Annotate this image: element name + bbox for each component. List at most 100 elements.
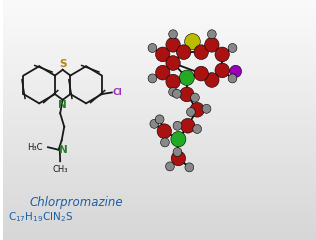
Bar (3, 90, 316, 93)
Bar (3, 156, 316, 159)
Circle shape (179, 87, 194, 102)
Text: Cl: Cl (112, 88, 122, 97)
Circle shape (169, 30, 178, 39)
Bar (3, 102, 316, 105)
Circle shape (185, 163, 194, 172)
Bar (3, 57, 316, 60)
Circle shape (161, 138, 169, 147)
Circle shape (215, 63, 229, 78)
Bar (3, 15, 316, 18)
Circle shape (230, 65, 241, 78)
Circle shape (208, 30, 216, 39)
Bar (3, 108, 316, 111)
Bar (3, 192, 316, 195)
Bar (3, 21, 316, 24)
Circle shape (205, 37, 219, 52)
Bar (3, 42, 316, 45)
Bar (3, 105, 316, 108)
Bar (3, 12, 316, 15)
Circle shape (166, 74, 180, 89)
Bar (3, 153, 316, 156)
Circle shape (228, 74, 237, 83)
Circle shape (166, 37, 180, 52)
Circle shape (166, 56, 180, 70)
Bar (3, 72, 316, 75)
Text: S: S (59, 59, 66, 69)
Circle shape (194, 66, 209, 81)
Circle shape (155, 115, 164, 124)
Bar (3, 48, 316, 51)
Bar (3, 138, 316, 141)
Circle shape (155, 47, 170, 62)
Circle shape (150, 119, 159, 128)
Bar (3, 204, 316, 207)
Circle shape (193, 125, 202, 133)
Circle shape (148, 43, 157, 53)
Bar (3, 132, 316, 135)
Bar (3, 222, 316, 225)
Circle shape (155, 65, 170, 80)
Bar (3, 84, 316, 87)
Bar (3, 150, 316, 153)
Text: N: N (58, 101, 67, 110)
Bar (3, 237, 316, 240)
Circle shape (148, 74, 157, 83)
Bar (3, 66, 316, 69)
Bar (3, 162, 316, 165)
Bar (3, 219, 316, 222)
Bar (3, 27, 316, 30)
Bar (3, 6, 316, 9)
Bar (3, 201, 316, 204)
Bar (3, 123, 316, 126)
Circle shape (173, 89, 181, 98)
Bar (3, 126, 316, 129)
Bar (3, 24, 316, 27)
Bar (3, 39, 316, 42)
Bar (3, 216, 316, 219)
Bar (3, 33, 316, 36)
Text: Chlorpromazine: Chlorpromazine (30, 196, 124, 209)
Bar (3, 195, 316, 198)
Bar (3, 171, 316, 174)
Bar (3, 36, 316, 39)
Bar (3, 234, 316, 237)
Circle shape (194, 45, 209, 60)
Bar (3, 45, 316, 48)
Bar (3, 96, 316, 99)
Bar (3, 231, 316, 234)
Circle shape (169, 87, 178, 96)
Bar (3, 51, 316, 54)
Bar (3, 159, 316, 162)
Bar (3, 225, 316, 228)
Circle shape (157, 124, 172, 138)
Bar (3, 165, 316, 168)
Bar (3, 135, 316, 138)
Bar (3, 177, 316, 180)
Bar (3, 0, 316, 3)
Circle shape (177, 45, 191, 60)
Circle shape (191, 93, 199, 102)
Bar (3, 189, 316, 192)
Circle shape (228, 43, 237, 53)
Text: H₃C: H₃C (27, 143, 42, 152)
Circle shape (205, 73, 219, 87)
Bar (3, 129, 316, 132)
Bar (3, 81, 316, 84)
Bar (3, 207, 316, 210)
Circle shape (190, 102, 204, 117)
Circle shape (173, 121, 182, 130)
Bar (3, 114, 316, 117)
Text: C$_{17}$H$_{19}$ClN$_{2}$S: C$_{17}$H$_{19}$ClN$_{2}$S (8, 210, 73, 224)
Bar (3, 18, 316, 21)
Bar (3, 117, 316, 120)
Bar (3, 54, 316, 57)
Bar (3, 69, 316, 72)
Bar (3, 174, 316, 177)
Bar (3, 168, 316, 171)
Bar (3, 198, 316, 201)
Bar (3, 87, 316, 90)
Bar (3, 147, 316, 150)
Bar (3, 180, 316, 183)
Bar (3, 210, 316, 213)
Bar (3, 60, 316, 63)
